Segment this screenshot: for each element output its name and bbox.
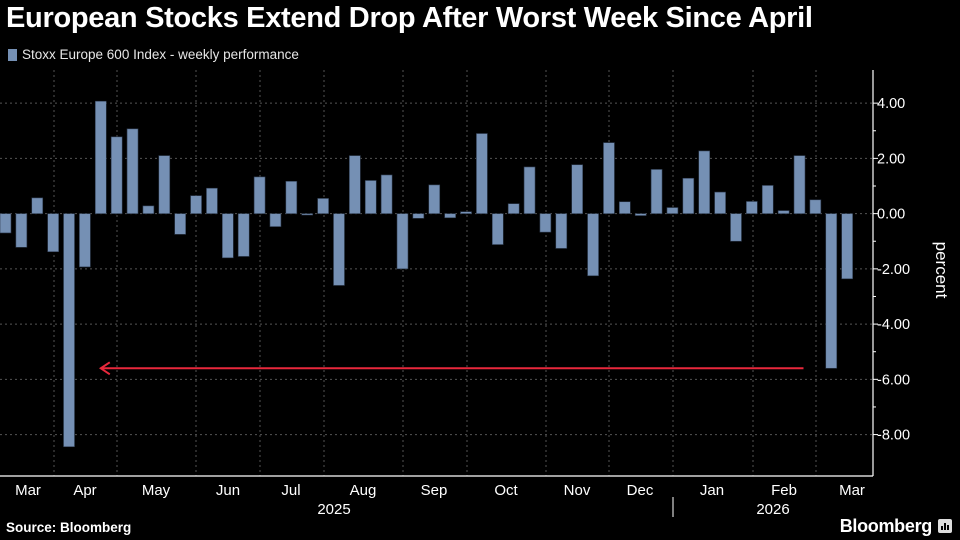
- x-month-label: Jan: [700, 482, 724, 499]
- bar: [539, 213, 552, 233]
- bar: [571, 164, 583, 214]
- x-month-label: Jul: [281, 482, 300, 499]
- bar: [460, 211, 472, 214]
- x-month-label: Mar: [15, 482, 41, 499]
- bar: [301, 213, 314, 216]
- bar: [110, 136, 123, 214]
- x-year-label: 2026: [756, 501, 789, 518]
- x-year-label: 2025: [317, 501, 350, 518]
- x-month-label: Jun: [216, 482, 240, 499]
- bar: [142, 205, 155, 214]
- bar: [222, 213, 234, 259]
- bar: [206, 187, 218, 214]
- bar: [0, 213, 12, 234]
- bar: [746, 201, 758, 214]
- bar: [730, 213, 742, 242]
- legend-label: Stoxx Europe 600 Index - weekly performa…: [22, 47, 299, 62]
- bloomberg-logo: Bloomberg: [839, 516, 933, 536]
- y-tick-label: -4.00: [877, 317, 910, 333]
- bar: [79, 213, 91, 268]
- bar: [523, 166, 536, 214]
- bar: [809, 199, 822, 214]
- bar: [666, 207, 679, 214]
- bar: [190, 195, 202, 214]
- x-month-label: Sep: [421, 482, 448, 499]
- x-month-label: Mar: [839, 482, 865, 499]
- bar: [793, 155, 806, 214]
- bar: [47, 213, 59, 253]
- bar: [333, 213, 345, 286]
- bar: [476, 133, 488, 214]
- bar: [714, 191, 726, 214]
- bar: [253, 176, 266, 214]
- bar: [777, 210, 790, 214]
- chart-title: European Stocks Extend Drop After Worst …: [6, 2, 813, 34]
- bar: [841, 213, 853, 280]
- bar: [491, 213, 504, 245]
- bar: [63, 213, 75, 448]
- bar: [285, 181, 298, 214]
- y-tick-label: 0.00: [877, 207, 905, 223]
- bar: [555, 213, 568, 249]
- x-month-label: Dec: [627, 482, 654, 499]
- legend-swatch: [8, 48, 17, 61]
- y-tick-label: -6.00: [877, 372, 910, 388]
- bar: [428, 184, 441, 214]
- x-month-label: Aug: [350, 482, 377, 499]
- x-month-label: Nov: [564, 482, 591, 499]
- bar: [396, 213, 409, 270]
- bar: [158, 155, 171, 214]
- bar: [761, 185, 774, 214]
- x-month-label: Oct: [494, 482, 518, 499]
- bar: [619, 201, 631, 214]
- x-month-label: Feb: [771, 482, 797, 499]
- bar: [412, 213, 425, 219]
- bar: [587, 213, 599, 277]
- bar: [126, 128, 139, 214]
- bar: [380, 174, 393, 214]
- bar: [349, 155, 361, 214]
- bar: [634, 213, 647, 216]
- bar: [15, 213, 28, 248]
- y-tick-label: 2.00: [877, 151, 905, 167]
- bloomberg-chart-icon: [938, 519, 952, 533]
- bar: [317, 198, 329, 214]
- bar: [364, 180, 377, 214]
- bar: [31, 197, 44, 214]
- bar: [603, 142, 615, 214]
- bar: [507, 203, 520, 214]
- bar: [682, 177, 695, 214]
- bar: [269, 213, 282, 227]
- bar: [825, 213, 838, 369]
- source-note: Source: Bloomberg: [6, 520, 132, 535]
- legend: Stoxx Europe 600 Index - weekly performa…: [8, 47, 299, 62]
- bar: [174, 213, 186, 235]
- bar: [650, 169, 663, 214]
- y-tick-label: 4.00: [877, 96, 905, 112]
- x-month-label: May: [142, 482, 171, 499]
- bar: [444, 213, 456, 219]
- y-tick-label: -2.00: [877, 262, 910, 278]
- bar: [94, 100, 107, 214]
- bar: [237, 213, 250, 257]
- arrow-head-icon: [98, 361, 111, 376]
- x-month-label: Apr: [73, 482, 96, 499]
- bar: [698, 150, 711, 214]
- y-tick-label: -8.00: [877, 428, 910, 444]
- y-axis-label: percent: [932, 242, 951, 299]
